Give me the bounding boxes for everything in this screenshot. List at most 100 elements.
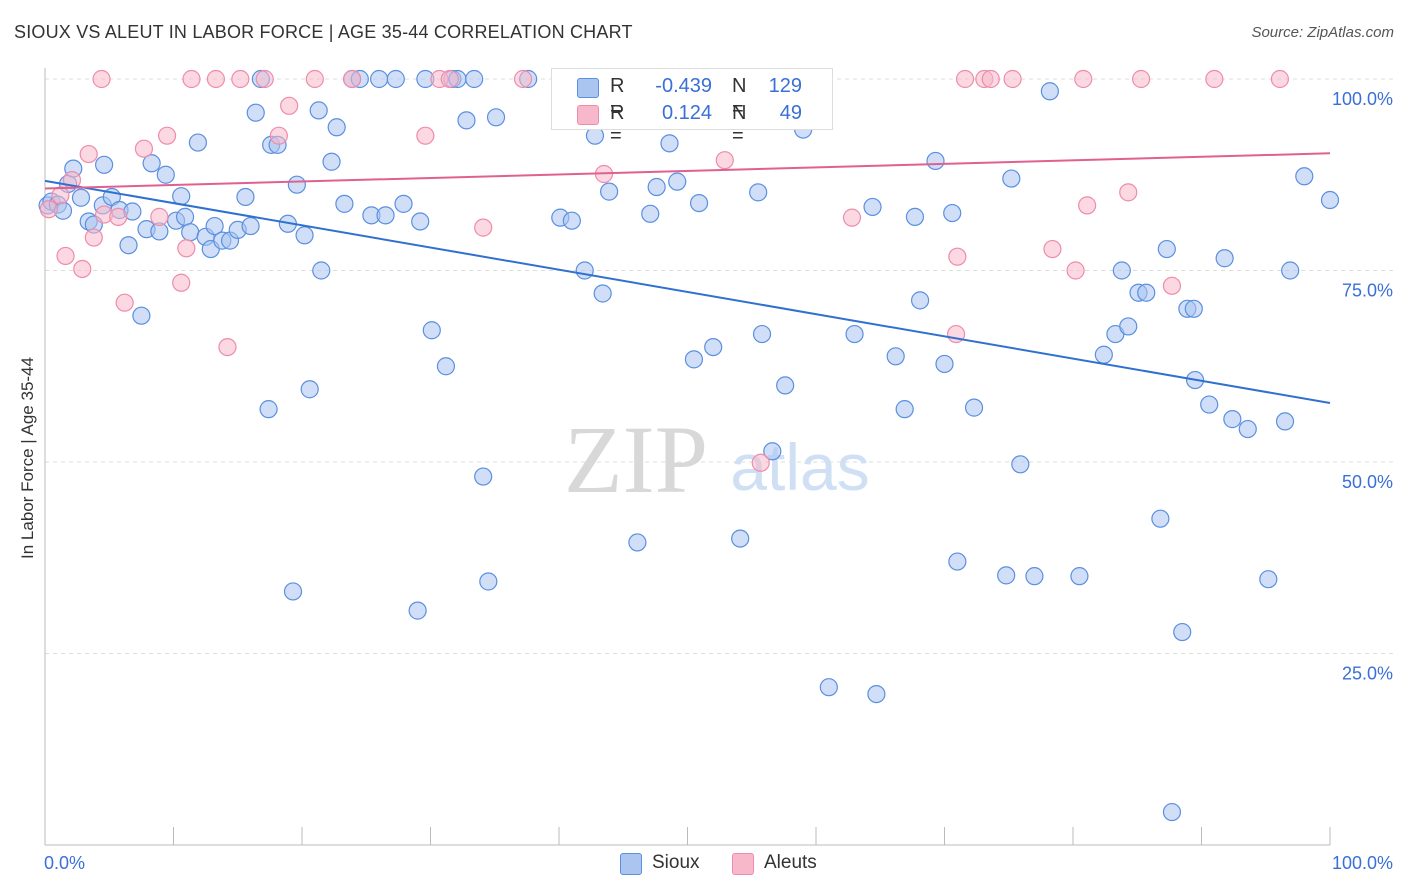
sioux-point: [283, 582, 303, 601]
sioux-point: [731, 529, 750, 548]
sioux-point: [175, 207, 195, 226]
aleuts-point: [39, 200, 58, 219]
aleuts-point: [134, 139, 154, 158]
sioux-point: [1281, 261, 1300, 280]
r-value: -0.439: [655, 75, 712, 97]
sioux-point: [436, 357, 456, 376]
y-tick-label: 75.0%: [1342, 281, 1393, 301]
aleuts-point: [206, 69, 226, 89]
sioux-point: [863, 197, 882, 217]
y-tick-label: 100.0%: [1332, 89, 1393, 109]
chart-title: SIOUX VS ALEUT IN LABOR FORCE | AGE 35-4…: [14, 22, 633, 42]
sioux-point: [1184, 299, 1203, 318]
aleuts-point: [474, 218, 493, 237]
aleuts-point: [177, 239, 196, 258]
n-label: N =: [732, 75, 747, 120]
sioux-point: [408, 601, 427, 620]
sioux-point: [309, 101, 328, 120]
sioux-point: [600, 182, 619, 201]
sioux-point: [1162, 802, 1182, 822]
sioux-point: [562, 211, 581, 230]
sioux-point: [474, 467, 493, 486]
source-note: Source: ZipAtlas.com: [1251, 24, 1394, 41]
x-tick-label-max: 100.0%: [1332, 853, 1393, 873]
correlation-legend: R = -0.439 N = 129 R = 0.124 N = 49: [551, 68, 833, 147]
sioux-point: [895, 400, 914, 419]
sioux-point: [172, 187, 191, 206]
aleuts-point: [73, 259, 92, 279]
sioux-legend-swatch: [620, 853, 642, 875]
sioux-point: [689, 193, 709, 213]
sioux-point: [156, 165, 175, 184]
aleuts-point: [1066, 261, 1085, 280]
sioux-point: [1151, 509, 1170, 528]
aleuts-trend-line: [44, 152, 1331, 190]
sioux-point: [287, 175, 306, 194]
sioux-point: [997, 566, 1016, 585]
sioux-legend-label: Sioux: [652, 852, 700, 873]
aleuts-point: [715, 151, 734, 170]
aleuts-point: [1003, 69, 1022, 89]
aleuts-point: [150, 207, 169, 226]
aleuts-legend-swatch: [732, 853, 754, 875]
sioux-point: [628, 533, 647, 552]
sioux-point: [486, 108, 506, 127]
aleuts-point: [79, 144, 98, 164]
aleuts-point: [1270, 69, 1289, 89]
aleuts-point: [172, 273, 191, 292]
aleuts-point: [513, 69, 533, 89]
aleuts-point: [1132, 69, 1151, 89]
aleuts-point: [440, 69, 459, 89]
aleuts-point: [51, 186, 70, 205]
sioux-swatch: [577, 78, 599, 98]
sioux-point: [943, 203, 962, 223]
aleuts-point: [305, 69, 324, 89]
sioux-point: [1215, 249, 1234, 268]
sioux-point: [188, 133, 208, 152]
sioux-point: [684, 350, 704, 369]
sioux-point: [660, 134, 679, 153]
sioux-point: [1025, 567, 1044, 586]
aleuts-point: [981, 69, 1000, 89]
sioux-point: [1094, 345, 1113, 364]
trend-lines: [44, 152, 1331, 405]
sioux-point: [422, 321, 441, 340]
sioux-point: [704, 338, 723, 357]
sioux-point: [926, 151, 945, 171]
r-label: R =: [610, 75, 625, 120]
aleuts-legend-label: Aleuts: [764, 852, 817, 873]
sioux-point: [327, 118, 346, 137]
y-tick-label: 50.0%: [1342, 472, 1393, 492]
sioux-point: [1157, 239, 1176, 259]
aleuts-point: [182, 69, 201, 89]
aleuts-point: [115, 293, 134, 312]
sioux-point: [479, 572, 498, 591]
sioux-point: [668, 172, 687, 191]
aleuts-point: [157, 126, 177, 145]
sioux-point: [776, 376, 795, 395]
sioux-point: [1223, 410, 1242, 429]
aleuts-point: [1078, 196, 1097, 215]
sioux-point: [376, 206, 395, 225]
sioux-point: [411, 212, 430, 231]
sioux-point: [819, 678, 838, 697]
sioux-point: [1295, 167, 1314, 186]
aleuts-point: [751, 453, 770, 472]
sioux-point: [335, 194, 354, 213]
sioux-point: [300, 380, 319, 399]
sioux-point: [935, 354, 954, 374]
sioux-point: [71, 188, 91, 207]
aleuts-point: [1074, 69, 1093, 89]
sioux-point: [119, 236, 138, 255]
aleuts-point: [343, 69, 362, 89]
sioux-point: [641, 204, 660, 223]
aleuts-point: [92, 69, 111, 89]
sioux-point: [948, 552, 967, 571]
y-tick-label: 25.0%: [1342, 664, 1393, 684]
aleuts-point: [1119, 183, 1138, 202]
sioux-point: [575, 261, 594, 280]
tick-labels: 25.0% 50.0% 75.0% 100.0% 0.0% 100.0%: [44, 89, 1393, 873]
r-label: R =: [610, 102, 625, 147]
aleuts-point: [218, 338, 237, 357]
